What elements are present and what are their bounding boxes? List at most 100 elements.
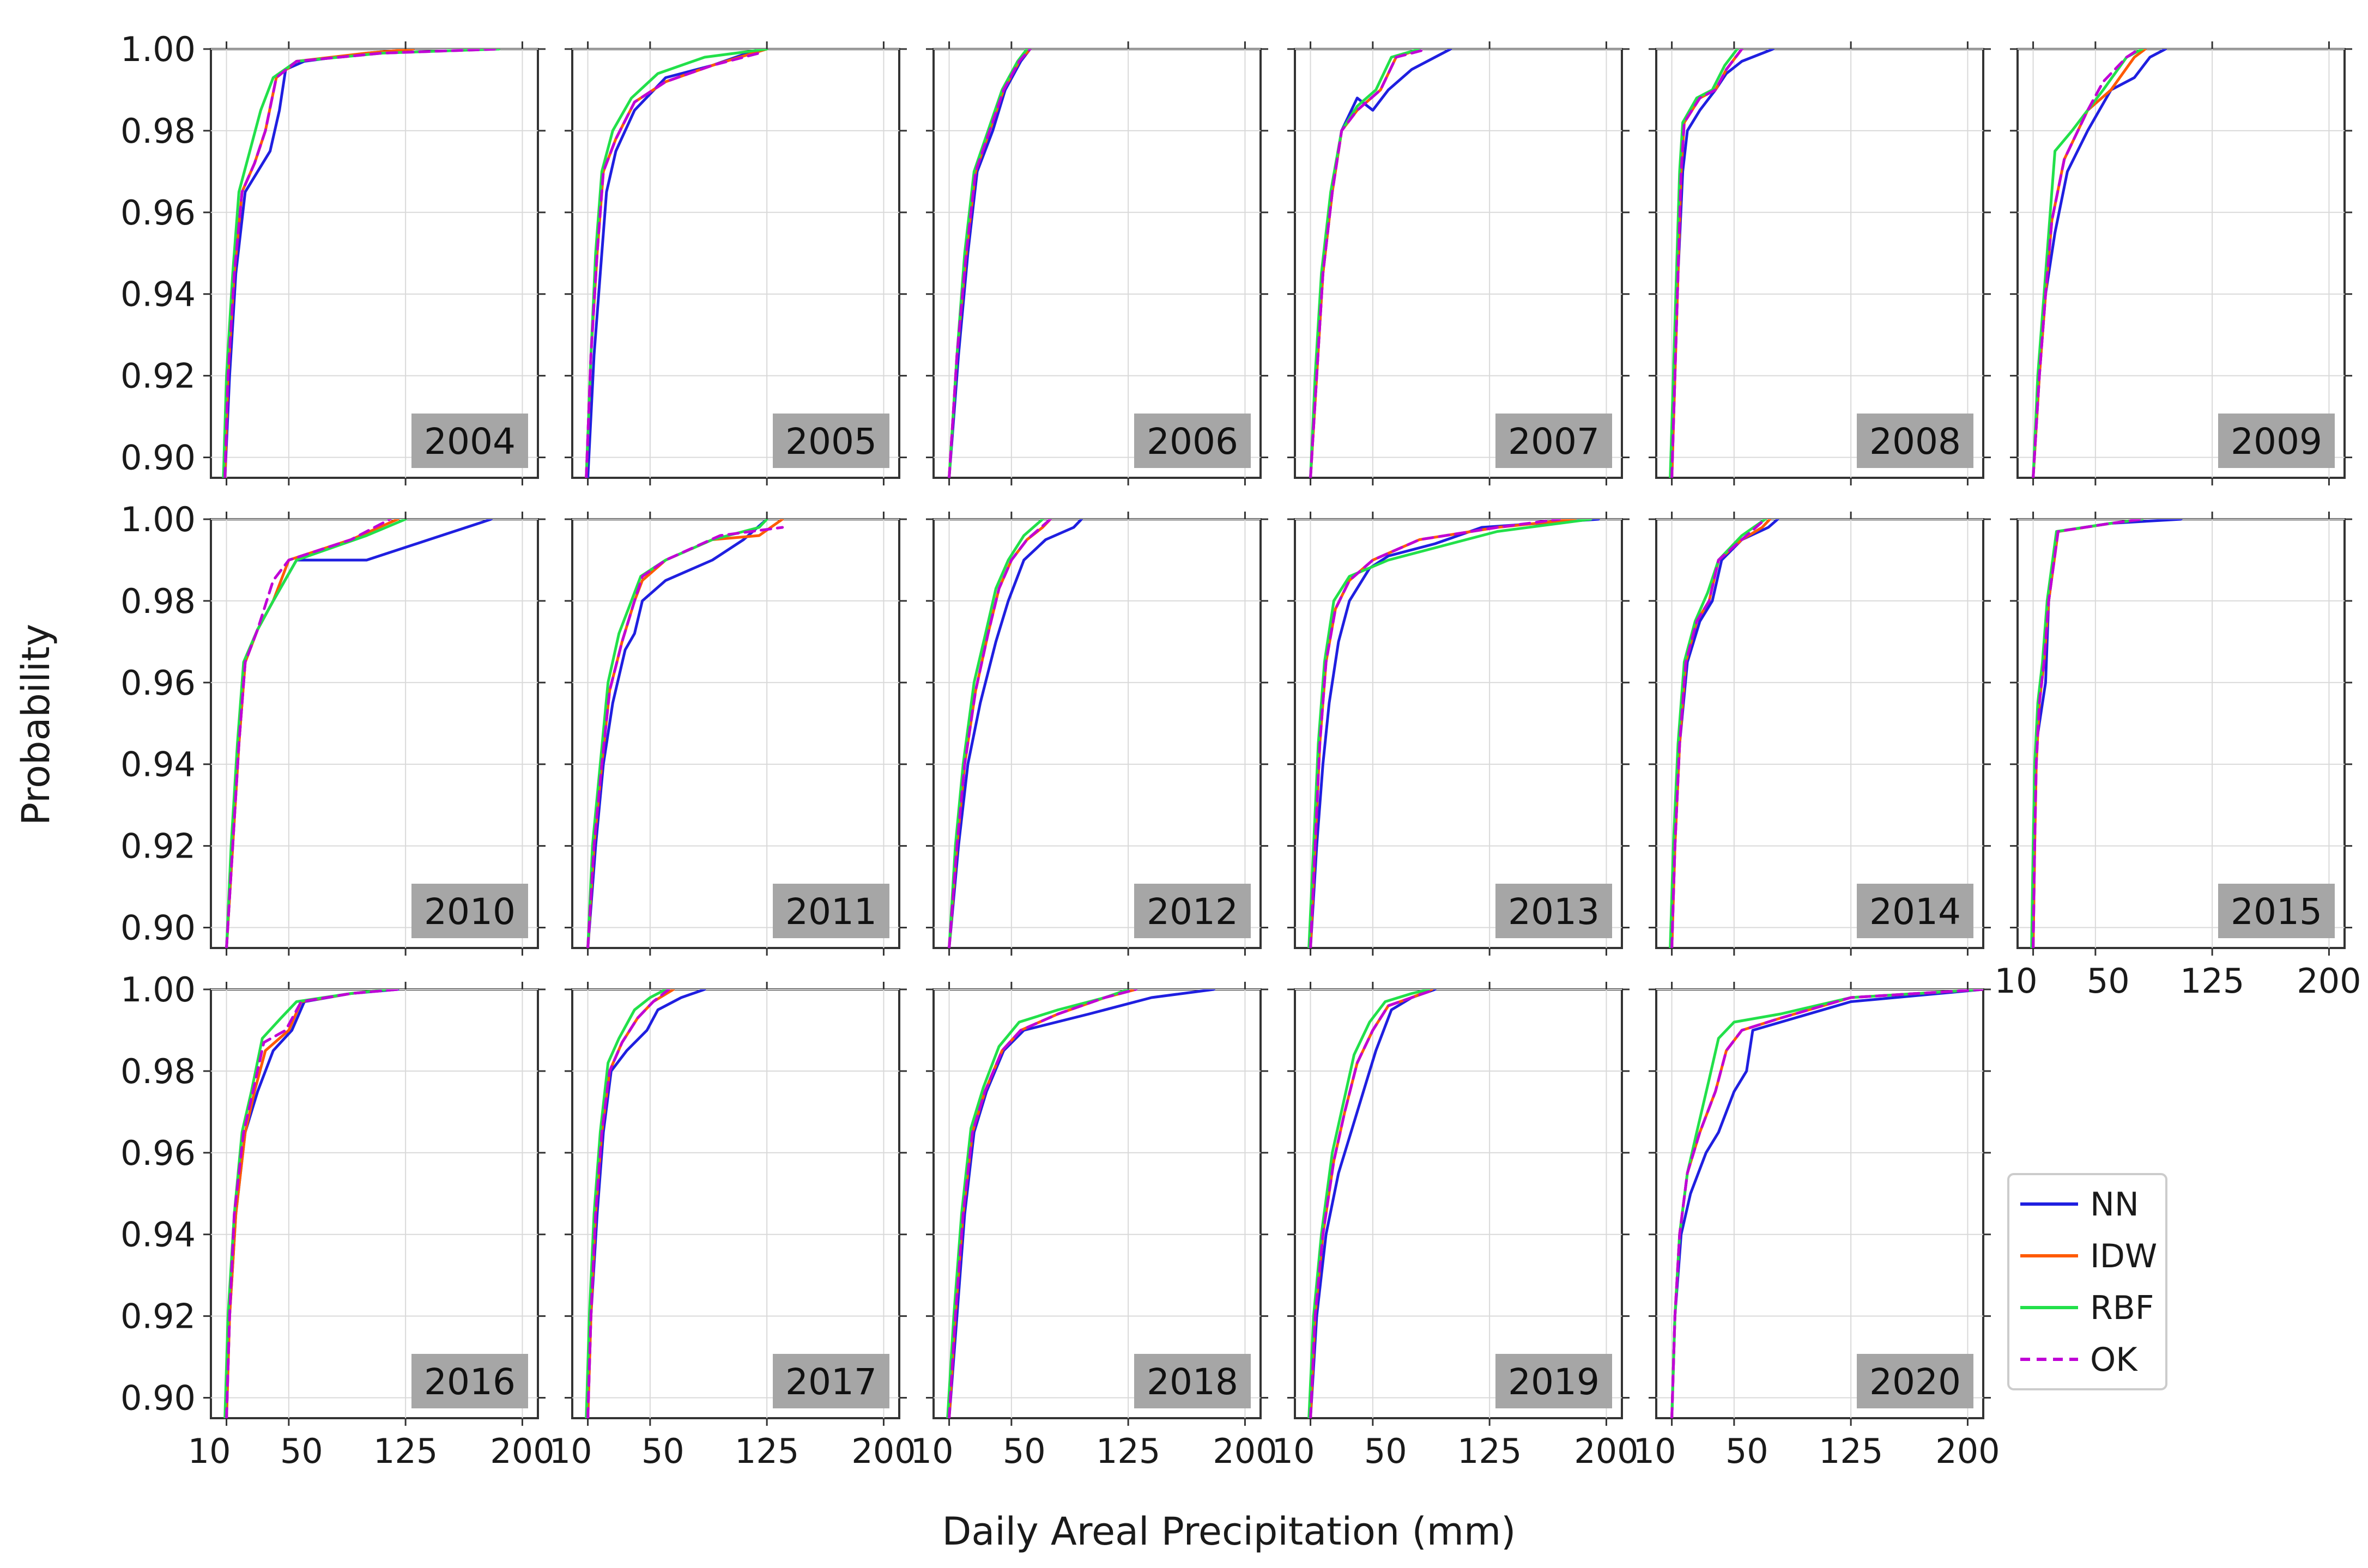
x-tick-label: 10	[911, 1431, 954, 1471]
panel-2005: 2005	[565, 41, 907, 485]
legend-box	[2007, 1173, 2167, 1390]
y-tick-label: 1.00	[120, 970, 196, 1010]
panel-2011: 2011	[565, 512, 907, 956]
y-tick-label: 0.92	[120, 826, 196, 866]
year-label: 2016	[424, 1361, 516, 1403]
x-tick-label: 10	[1272, 1431, 1315, 1471]
legend-label-nn: NN	[2090, 1186, 2139, 1224]
x-tick-label: 200	[851, 1431, 916, 1471]
y-tick-label: 0.96	[120, 663, 196, 703]
year-label: 2009	[2231, 421, 2322, 463]
year-badge	[411, 1354, 528, 1408]
series-group	[948, 519, 1083, 948]
x-tick-label: 200	[1574, 1431, 1638, 1471]
year-badge	[411, 884, 528, 938]
plot-area	[571, 48, 900, 479]
year-badge	[411, 414, 528, 468]
series-group	[1307, 989, 1437, 1418]
panel-2015: 10 50 125 200 2015	[1995, 512, 2361, 1001]
panel-2020: 10 50 125 200 2020	[1633, 982, 2000, 1471]
plot-area	[932, 48, 1262, 479]
plot-area	[1655, 518, 1984, 949]
x-tick-label: 125	[1819, 1431, 1883, 1471]
panels-layer: 0.90 0.92 0.94 0.96 0.98 1.00 2004 2005 2006 2007…	[120, 29, 2361, 1471]
series-group	[225, 519, 493, 948]
y-tick-label: 0.90	[120, 1378, 196, 1418]
series-line-ok	[948, 519, 1052, 948]
x-tick-label: 200	[490, 1431, 554, 1471]
x-tick-label: 50	[1003, 1431, 1046, 1471]
series-group	[1669, 519, 1779, 948]
year-label: 2004	[424, 421, 516, 463]
plot-area	[1655, 988, 1984, 1419]
series-line-nn	[586, 519, 768, 948]
year-label: 2019	[1508, 1361, 1600, 1403]
x-tick-label: 50	[641, 1431, 685, 1471]
panel-2006: 2006	[926, 41, 1268, 485]
x-tick-label: 50	[2087, 961, 2130, 1001]
plot-area	[571, 988, 900, 1419]
plot-area	[210, 518, 539, 949]
year-badge	[1495, 414, 1612, 468]
plot-area	[2016, 48, 2346, 479]
series-line-rbf	[2030, 519, 2144, 948]
panel-2014: 2014	[1649, 512, 1991, 956]
x-tick-label: 10	[188, 1431, 231, 1471]
year-label: 2008	[1869, 421, 1961, 463]
x-tick-label: 10	[549, 1431, 592, 1471]
series-line-nn	[948, 49, 1032, 478]
y-tick-label: 0.94	[120, 275, 196, 314]
year-badge	[773, 414, 889, 468]
year-label: 2010	[424, 891, 516, 933]
year-badge	[1134, 884, 1251, 938]
x-tick-label: 200	[1935, 1431, 2000, 1471]
panel-2018: 10 50 125 200 2018	[911, 982, 1277, 1471]
panel-2007: 2007	[1287, 41, 1630, 485]
series-line-rbf	[946, 989, 1130, 1418]
series-line-rbf	[585, 989, 667, 1418]
year-label: 2020	[1869, 1361, 1961, 1403]
series-line-ok	[1309, 519, 1561, 948]
series-group	[1669, 49, 1775, 478]
plot-area	[932, 988, 1262, 1419]
plot-area	[210, 48, 539, 479]
panel-2013: 2013	[1287, 512, 1630, 956]
series-group	[1307, 519, 1600, 948]
x-tick-label: 125	[373, 1431, 438, 1471]
y-tick-label: 0.90	[120, 908, 196, 948]
y-tick-label: 0.96	[120, 193, 196, 233]
series-line-rbf	[2032, 49, 2144, 478]
x-tick-label: 125	[1457, 1431, 1522, 1471]
series-line-rbf	[1307, 519, 1592, 948]
series-line-ok	[2032, 49, 2141, 478]
series-line-ok	[586, 989, 670, 1418]
series-group	[586, 519, 784, 948]
panel-2012: 2012	[926, 512, 1268, 956]
year-label: 2005	[785, 421, 877, 463]
y-tick-label: 1.00	[120, 500, 196, 539]
year-badge	[2218, 414, 2335, 468]
year-badge	[1134, 1354, 1251, 1408]
year-label: 2013	[1508, 891, 1600, 933]
y-tick-label: 0.90	[120, 438, 196, 478]
series-line-ok	[586, 526, 784, 948]
series-line-nn	[948, 519, 1083, 948]
year-label: 2014	[1869, 891, 1961, 933]
series-line-rbf	[1307, 989, 1431, 1418]
series-line-ok	[1670, 49, 1743, 478]
series-line-ok	[1670, 519, 1767, 948]
series-line-ok	[223, 49, 501, 478]
year-badge	[1857, 1354, 1973, 1408]
plot-area	[571, 518, 900, 949]
x-axis-title: Daily Areal Precipitation (mm)	[942, 1509, 1516, 1554]
series-line-ok	[225, 519, 392, 948]
plot-area	[1294, 988, 1623, 1419]
y-tick-label: 0.98	[120, 581, 196, 621]
series-group	[948, 49, 1032, 478]
legend-label-idw: IDW	[2090, 1237, 2157, 1275]
y-tick-label: 0.98	[120, 111, 196, 151]
plot-area	[2016, 518, 2346, 949]
year-badge	[1857, 884, 1973, 938]
series-group	[2032, 49, 2167, 478]
